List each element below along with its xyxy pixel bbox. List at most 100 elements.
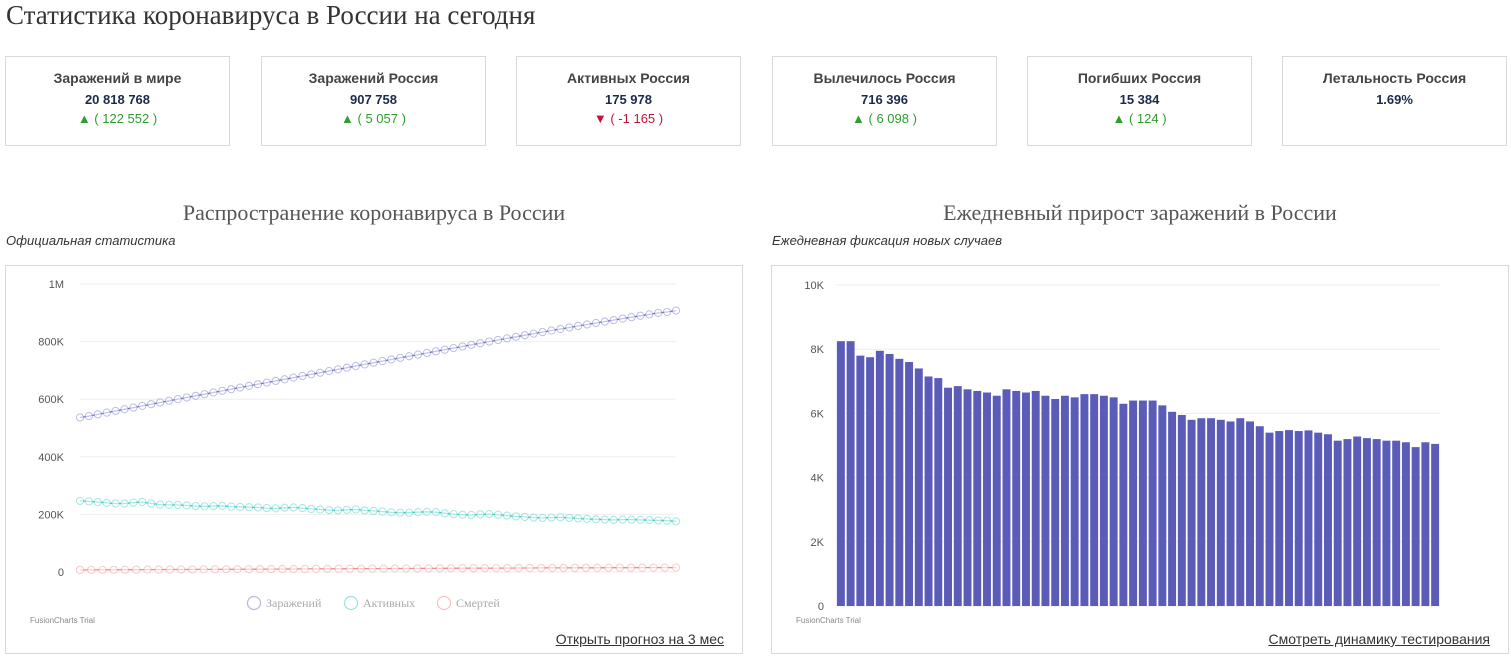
data-point [422, 507, 432, 516]
bar [963, 389, 972, 606]
data-point [200, 502, 209, 511]
data-point [402, 564, 411, 573]
bar [953, 386, 962, 606]
left-chart-subtitle: Официальная статистика [6, 233, 176, 248]
bar [1129, 400, 1138, 606]
data-point [316, 368, 325, 377]
data-point [458, 342, 467, 351]
data-point [173, 500, 182, 509]
data-point [405, 508, 414, 517]
bar [1285, 430, 1293, 606]
data-point [200, 390, 209, 399]
stat-value: 15 384 [1119, 92, 1160, 107]
bar [1216, 419, 1225, 606]
data-point [357, 564, 366, 573]
bar [1343, 439, 1352, 606]
data-point [654, 308, 663, 317]
y-tick-label: 8K [811, 344, 825, 356]
data-point [143, 565, 152, 574]
data-point [396, 353, 405, 362]
left-chart-title: Распространение коронавируса в России [182, 200, 566, 225]
bar [924, 376, 933, 606]
y-tick-label: 600K [38, 394, 64, 406]
data-point [440, 509, 449, 518]
y-tick-label: 2K [811, 537, 825, 549]
data-point [138, 401, 147, 411]
stat-label: Погибших Россия [1077, 70, 1202, 86]
data-point [298, 503, 307, 513]
data-point [493, 335, 503, 345]
bar [1109, 397, 1118, 606]
data-point [75, 413, 85, 422]
data-point [188, 565, 197, 574]
bar [1304, 430, 1313, 606]
left-chart-panel: 0 200K 400K 600K 800K 1M Заражений Активных Смер… [5, 265, 743, 654]
data-point [582, 320, 592, 329]
data-point [120, 499, 129, 508]
data-point [236, 383, 245, 392]
testing-dynamics-link[interactable]: Смотреть динамику тестирования [1268, 631, 1491, 647]
data-point [536, 563, 546, 573]
data-point [164, 396, 174, 405]
data-point [298, 371, 307, 381]
bar [1021, 392, 1030, 606]
data-point [660, 563, 669, 572]
data-point [253, 380, 263, 389]
data-point [93, 410, 102, 419]
bar [1177, 415, 1186, 606]
data-point [227, 502, 236, 511]
data-point [342, 505, 351, 514]
bar [1051, 398, 1060, 606]
data-point [218, 386, 227, 395]
data-point [570, 563, 579, 572]
data-point [671, 306, 681, 315]
bar [1041, 395, 1050, 606]
data-point [581, 563, 591, 572]
data-point [84, 497, 93, 506]
data-point [654, 516, 663, 525]
forecast-link[interactable]: Открыть прогноз на 3 мес [555, 631, 724, 647]
data-point [449, 510, 458, 519]
bar [866, 357, 875, 606]
watermark-text: FusionCharts Trial [796, 616, 861, 625]
data-point [556, 324, 565, 334]
data-point [165, 565, 175, 574]
data-point [538, 513, 547, 522]
data-point [271, 376, 280, 386]
data-point [155, 398, 165, 407]
bar [934, 378, 943, 606]
line-chart: 0 200K 400K 600K 800K 1M Заражений Активных Смер… [30, 279, 681, 625]
bar [1411, 447, 1420, 606]
data-point [255, 565, 265, 574]
data-point [244, 503, 254, 512]
data-point [199, 565, 208, 574]
data-point [120, 565, 130, 574]
bar [1138, 400, 1147, 606]
data-point [431, 507, 440, 517]
data-point [345, 564, 354, 573]
data-point [111, 406, 120, 416]
bar [1353, 436, 1362, 606]
data-point [485, 337, 494, 346]
data-point [289, 503, 298, 512]
data-point [109, 565, 118, 574]
legend-marker [436, 595, 452, 611]
bar [1187, 419, 1196, 606]
bar [1148, 400, 1157, 606]
data-point [600, 515, 609, 524]
bar [973, 390, 982, 606]
data-point [618, 314, 627, 323]
data-point [209, 388, 218, 397]
data-point [636, 311, 645, 320]
bar [1323, 434, 1332, 606]
data-point [556, 513, 565, 522]
legend-marker [246, 595, 262, 611]
data-point [307, 504, 316, 514]
stat-value: 716 396 [861, 92, 908, 107]
legend-label: Заражений [266, 596, 322, 610]
bar [1294, 431, 1303, 606]
data-point [233, 565, 242, 574]
bar [905, 362, 914, 606]
data-point [333, 506, 343, 515]
bar [1392, 440, 1401, 606]
